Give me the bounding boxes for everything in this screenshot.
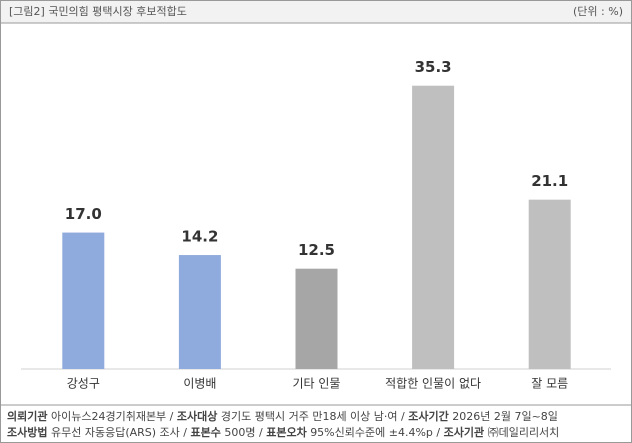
value-label: 35.3 (415, 58, 452, 76)
footer-item: 조사대상 경기도 평택시 거주 만18세 이상 남·여 (166, 410, 397, 423)
footer-item: 표본수 500명 (180, 426, 256, 439)
footer-label: 표본수 (190, 426, 221, 439)
footer-label: 조사방법 (7, 426, 48, 439)
footer-line: 의뢰기관 아이뉴스24경기취재본부조사대상 경기도 평택시 거주 만18세 이상… (7, 409, 559, 425)
footer-label: 조사기관 (443, 426, 485, 439)
footer-value: 경기도 평택시 거주 만18세 이상 남·여 (220, 410, 398, 423)
bar (412, 85, 455, 369)
value-label: 21.1 (531, 172, 568, 190)
chart-title: [그림2] 국민의힘 평택시장 후보적합도 (9, 5, 187, 18)
bar (295, 268, 338, 369)
footer-value: 500명 (224, 426, 256, 439)
bar (528, 199, 571, 369)
x-tick-label: 잘 모름 (531, 377, 568, 391)
footer-item: 의뢰기관 아이뉴스24경기취재본부 (7, 410, 166, 423)
footer: 의뢰기관 아이뉴스24경기취재본부조사대상 경기도 평택시 거주 만18세 이상… (7, 409, 559, 441)
footer-item: 조사기간 2026년 2월 7일~8일 (398, 410, 558, 423)
footer-value: 아이뉴스24경기취재본부 (50, 410, 167, 423)
value-label: 12.5 (298, 241, 335, 259)
footer-item: 표본오차 95%신뢰수준에 ±4.4%p (256, 426, 433, 439)
footer-value: 95%신뢰수준에 ±4.4%p (310, 426, 433, 439)
footer-item: 조사기관 ㈜데일리리서치 (433, 426, 559, 439)
footer-label: 의뢰기관 (7, 410, 48, 423)
bar (62, 232, 105, 369)
x-tick-label: 적합한 인물이 없다 (385, 377, 481, 391)
footer-value: ㈜데일리리서치 (487, 426, 560, 439)
footer-value: 2026년 2월 7일~8일 (452, 410, 558, 423)
footer-label: 표본오차 (266, 426, 307, 439)
x-tick-label: 강성구 (67, 377, 100, 391)
chart: [그림2] 국민의힘 평택시장 후보적합도 (단위 : %) 17.0 강성구 14… (1, 1, 631, 406)
value-label: 14.2 (181, 228, 218, 246)
value-label: 17.0 (65, 205, 102, 223)
x-tick-label: 기타 인물 (293, 377, 341, 391)
footer-label: 조사기간 (408, 410, 449, 423)
title-bar (1, 1, 631, 23)
unit-label: (단위 : %) (573, 5, 623, 18)
footer-value: 유무선 자동응답(ARS) 조사 (50, 426, 180, 439)
footer-label: 조사대상 (176, 410, 218, 423)
footer-item: 조사방법 유무선 자동응답(ARS) 조사 (7, 426, 180, 439)
bar (178, 255, 221, 369)
x-tick-label: 이병배 (183, 377, 216, 391)
footer-line: 조사방법 유무선 자동응답(ARS) 조사표본수 500명표본오차 95%신뢰수… (7, 425, 559, 441)
